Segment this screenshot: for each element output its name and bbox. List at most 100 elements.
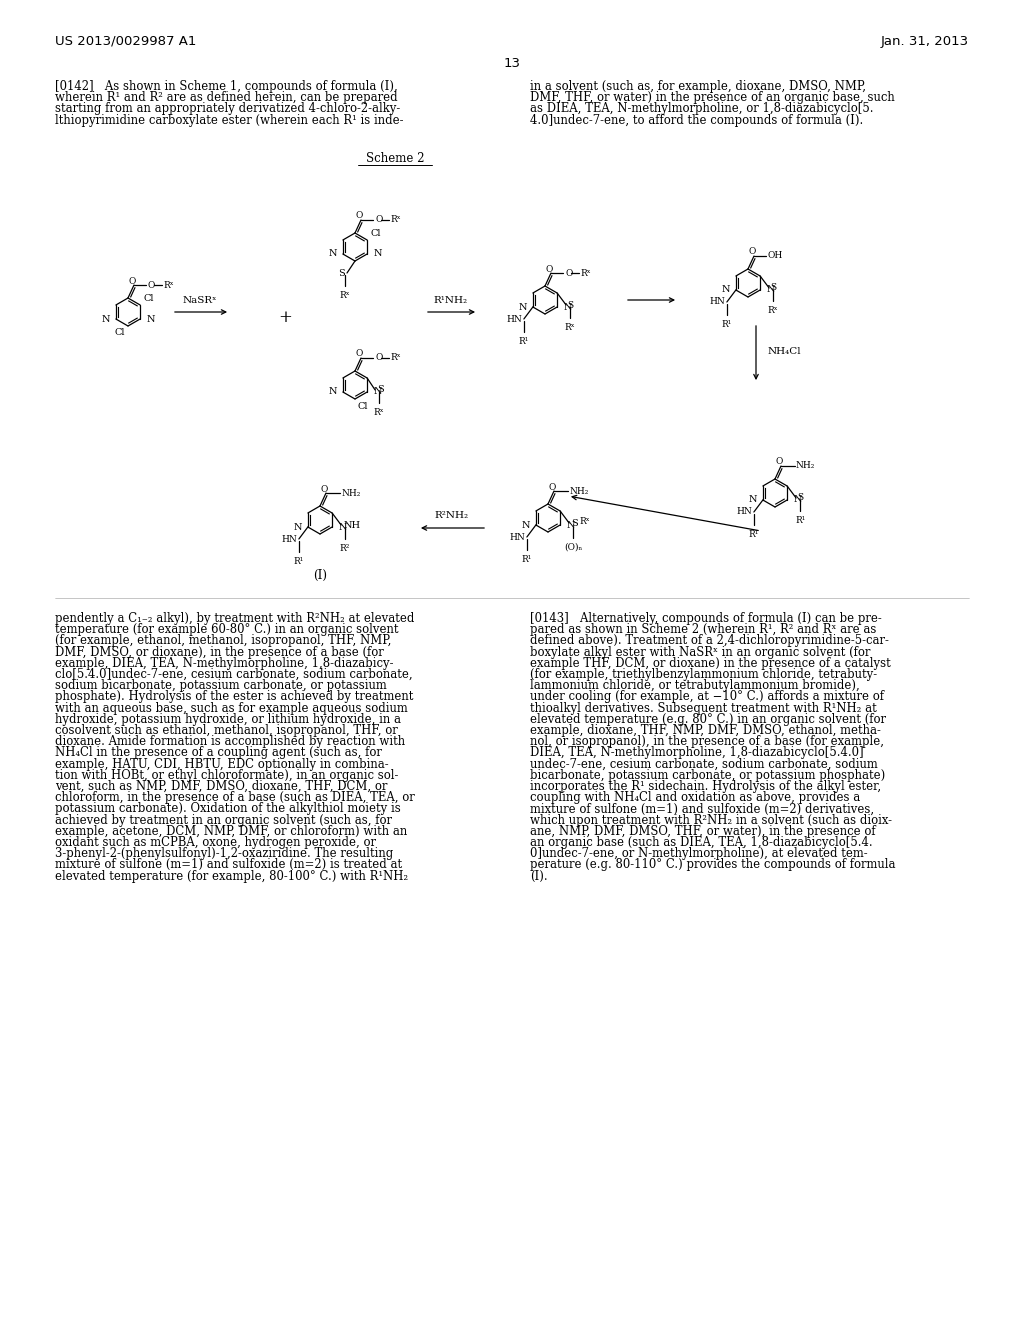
Text: N: N	[329, 388, 337, 396]
Text: NH₄Cl in the presence of a coupling agent (such as, for: NH₄Cl in the presence of a coupling agen…	[55, 746, 382, 759]
Text: S: S	[797, 494, 803, 503]
Text: undec-7-ene, cesium carbonate, sodium carbonate, sodium: undec-7-ene, cesium carbonate, sodium ca…	[530, 758, 878, 771]
Text: thioalkyl derivatives. Subsequent treatment with R¹NH₂ at: thioalkyl derivatives. Subsequent treatm…	[530, 702, 877, 714]
Text: HN: HN	[506, 314, 522, 323]
Text: (for example, ethanol, methanol, isopropanol, THF, NMP,: (for example, ethanol, methanol, isoprop…	[55, 635, 391, 647]
Text: tion with HOBt, or ethyl chloroformate), in an organic sol-: tion with HOBt, or ethyl chloroformate),…	[55, 768, 398, 781]
Text: HN: HN	[736, 507, 752, 516]
Text: Rˣ: Rˣ	[580, 268, 591, 277]
Text: mixture of sulfone (m=1) and sulfoxide (m=2) is treated at: mixture of sulfone (m=1) and sulfoxide (…	[55, 858, 402, 871]
Text: Cl: Cl	[143, 294, 154, 304]
Text: as DIEA, TEA, N-methylmorpholine, or 1,8-diazabicyclo[5.: as DIEA, TEA, N-methylmorpholine, or 1,8…	[530, 103, 873, 115]
Text: N: N	[373, 388, 382, 396]
Text: under cooling (for example, at −10° C.) affords a mixture of: under cooling (for example, at −10° C.) …	[530, 690, 884, 704]
Text: O: O	[321, 484, 328, 494]
Text: DMF, DMSO, or dioxane), in the presence of a base (for: DMF, DMSO, or dioxane), in the presence …	[55, 645, 384, 659]
Text: (I): (I)	[313, 569, 327, 582]
Text: R¹: R¹	[522, 554, 532, 564]
Text: hydroxide, potassium hydroxide, or lithium hydroxide, in a: hydroxide, potassium hydroxide, or lithi…	[55, 713, 401, 726]
Text: S: S	[377, 385, 384, 395]
Text: coupling with NH₄Cl and oxidation as above, provides a: coupling with NH₄Cl and oxidation as abo…	[530, 791, 860, 804]
Text: N: N	[373, 249, 382, 259]
Text: clo[5.4.0]undec-7-ene, cesium carbonate, sodium carbonate,: clo[5.4.0]undec-7-ene, cesium carbonate,…	[55, 668, 413, 681]
Text: N: N	[563, 302, 571, 312]
Text: N: N	[518, 302, 527, 312]
Text: oxidant such as mCPBA, oxone, hydrogen peroxide, or: oxidant such as mCPBA, oxone, hydrogen p…	[55, 836, 376, 849]
Text: phosphate). Hydrolysis of the ester is achieved by treatment: phosphate). Hydrolysis of the ester is a…	[55, 690, 414, 704]
Text: N: N	[749, 495, 757, 504]
Text: chloroform, in the presence of a base (such as DIEA, TEA, or: chloroform, in the presence of a base (s…	[55, 791, 415, 804]
Text: NH: NH	[343, 520, 360, 529]
Text: R¹: R¹	[722, 319, 732, 329]
Text: pared as shown in Scheme 2 (wherein R¹, R² and Rˣ are as: pared as shown in Scheme 2 (wherein R¹, …	[530, 623, 877, 636]
Text: with an aqueous base, such as for example aqueous sodium: with an aqueous base, such as for exampl…	[55, 702, 408, 714]
Text: NaSRˣ: NaSRˣ	[182, 296, 217, 305]
Text: O: O	[148, 281, 156, 289]
Text: example THF, DCM, or dioxane) in the presence of a catalyst: example THF, DCM, or dioxane) in the pre…	[530, 657, 891, 669]
Text: example, DIEA, TEA, N-methylmorpholine, 1,8-diazabicy-: example, DIEA, TEA, N-methylmorpholine, …	[55, 657, 393, 669]
Text: Rˣ: Rˣ	[565, 323, 575, 333]
Text: O: O	[375, 354, 382, 363]
Text: defined above). Treatment of a 2,4-dichloropyrimidine-5-car-: defined above). Treatment of a 2,4-dichl…	[530, 635, 889, 647]
Text: boxylate alkyl ester with NaSRˣ in an organic solvent (for: boxylate alkyl ester with NaSRˣ in an or…	[530, 645, 870, 659]
Text: HN: HN	[710, 297, 725, 306]
Text: 0]undec-7-ene, or N-methylmorpholine), at elevated tem-: 0]undec-7-ene, or N-methylmorpholine), a…	[530, 847, 867, 861]
Text: Rˣ: Rˣ	[340, 290, 350, 300]
Text: S: S	[338, 268, 345, 277]
Text: NH₂: NH₂	[796, 462, 815, 470]
Text: Rˣ: Rˣ	[390, 354, 400, 363]
Text: nol, or isopropanol), in the presence of a base (for example,: nol, or isopropanol), in the presence of…	[530, 735, 884, 748]
Text: N: N	[521, 520, 529, 529]
Text: sodium bicarbonate, potassium carbonate, or potassium: sodium bicarbonate, potassium carbonate,…	[55, 680, 387, 692]
Text: example, acetone, DCM, NMP, DMF, or chloroform) with an: example, acetone, DCM, NMP, DMF, or chlo…	[55, 825, 408, 838]
Text: R²NH₂: R²NH₂	[435, 511, 469, 520]
Text: S: S	[770, 284, 776, 293]
Text: 3-phenyl-2-(phenylsulfonyl)-1,2-oxaziridine. The resulting: 3-phenyl-2-(phenylsulfonyl)-1,2-oxazirid…	[55, 847, 393, 861]
Text: (O)ₙ: (O)ₙ	[564, 543, 583, 552]
Text: dioxane. Amide formation is accomplished by reaction with: dioxane. Amide formation is accomplished…	[55, 735, 406, 748]
Text: Scheme 2: Scheme 2	[366, 152, 424, 165]
Text: example, dioxane, THF, NMP, DMF, DMSO, ethanol, metha-: example, dioxane, THF, NMP, DMF, DMSO, e…	[530, 723, 881, 737]
Text: O: O	[775, 458, 782, 466]
Text: N: N	[338, 523, 347, 532]
Text: 13: 13	[504, 57, 520, 70]
Text: Rˣ: Rˣ	[163, 281, 174, 289]
Text: N: N	[329, 249, 337, 259]
Text: OH: OH	[768, 252, 783, 260]
Text: starting from an appropriately derivatized 4-chloro-2-alky-: starting from an appropriately derivatiz…	[55, 103, 400, 115]
Text: 4.0]undec-7-ene, to afford the compounds of formula (I).: 4.0]undec-7-ene, to afford the compounds…	[530, 114, 863, 127]
Text: Rˣ: Rˣ	[580, 516, 590, 525]
Text: DIEA, TEA, N-methylmorpholine, 1,8-diazabicyclo[5.4.0]: DIEA, TEA, N-methylmorpholine, 1,8-diaza…	[530, 746, 863, 759]
Text: N: N	[794, 495, 802, 504]
Text: R²: R²	[340, 544, 350, 553]
Text: US 2013/0029987 A1: US 2013/0029987 A1	[55, 36, 197, 48]
Text: elevated temperature (for example, 80-100° C.) with R¹NH₂: elevated temperature (for example, 80-10…	[55, 870, 409, 883]
Text: HN: HN	[509, 532, 525, 541]
Text: an organic base (such as DIEA, TEA, 1,8-diazabicyclo[5.4.: an organic base (such as DIEA, TEA, 1,8-…	[530, 836, 872, 849]
Text: O: O	[375, 215, 382, 224]
Text: O: O	[128, 276, 136, 285]
Text: Cl: Cl	[370, 228, 381, 238]
Text: R¹: R¹	[294, 557, 304, 566]
Text: lthiopyrimidine carboxylate ester (wherein each R¹ is inde-: lthiopyrimidine carboxylate ester (where…	[55, 114, 403, 127]
Text: O: O	[749, 248, 756, 256]
Text: which upon treatment with R²NH₂ in a solvent (such as dioix-: which upon treatment with R²NH₂ in a sol…	[530, 813, 892, 826]
Text: [0142]   As shown in Scheme 1, compounds of formula (I),: [0142] As shown in Scheme 1, compounds o…	[55, 81, 397, 92]
Text: R¹NH₂: R¹NH₂	[434, 296, 468, 305]
Text: N: N	[101, 314, 110, 323]
Text: bicarbonate, potassium carbonate, or potassium phosphate): bicarbonate, potassium carbonate, or pot…	[530, 768, 886, 781]
Text: temperature (for example 60-80° C.) in an organic solvent: temperature (for example 60-80° C.) in a…	[55, 623, 398, 636]
Text: N: N	[721, 285, 730, 294]
Text: mixture of sulfone (m=1) and sulfoxide (m=2) derivatives,: mixture of sulfone (m=1) and sulfoxide (…	[530, 803, 874, 816]
Text: perature (e.g. 80-110° C.) provides the compounds of formula: perature (e.g. 80-110° C.) provides the …	[530, 858, 896, 871]
Text: N: N	[293, 523, 302, 532]
Text: R¹: R¹	[519, 337, 529, 346]
Text: wherein R¹ and R² are as defined herein, can be prepared: wherein R¹ and R² are as defined herein,…	[55, 91, 397, 104]
Text: N: N	[146, 314, 155, 323]
Text: NH₄Cl: NH₄Cl	[768, 346, 802, 355]
Text: O: O	[548, 483, 556, 491]
Text: example, HATU, CDI, HBTU, EDC optionally in combina-: example, HATU, CDI, HBTU, EDC optionally…	[55, 758, 389, 771]
Text: Rˣ: Rˣ	[768, 306, 778, 315]
Text: pendently a C₁₋₂ alkyl), by treatment with R²NH₂ at elevated: pendently a C₁₋₂ alkyl), by treatment wi…	[55, 612, 415, 624]
Text: Rˣ: Rˣ	[374, 408, 384, 417]
